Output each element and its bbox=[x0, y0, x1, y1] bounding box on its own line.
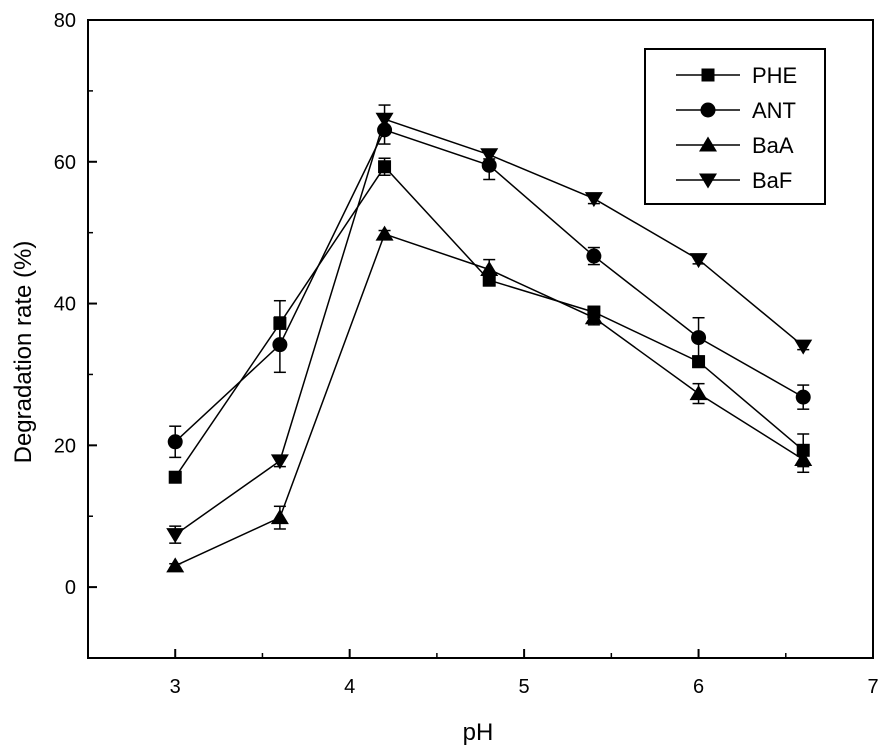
x-tick-label: 6 bbox=[693, 676, 704, 698]
data-point-baa bbox=[794, 451, 813, 467]
x-tick-label: 7 bbox=[867, 676, 878, 698]
data-point-phe bbox=[168, 470, 182, 484]
data-point-baa bbox=[480, 261, 499, 277]
data-point-ant bbox=[691, 330, 707, 346]
data-point-baf bbox=[270, 454, 289, 470]
y-tick-label: 0 bbox=[65, 577, 76, 599]
data-point-phe bbox=[378, 160, 392, 174]
x-tick-label: 5 bbox=[519, 676, 530, 698]
y-tick-label: 80 bbox=[54, 10, 76, 32]
data-point-ant bbox=[586, 248, 602, 264]
data-point-baf bbox=[375, 112, 394, 128]
data-point-baa bbox=[166, 557, 185, 573]
data-point-baf bbox=[584, 192, 603, 208]
x-tick-label: 4 bbox=[344, 676, 355, 698]
data-point-baa bbox=[375, 225, 394, 241]
y-tick-label: 40 bbox=[54, 294, 76, 316]
y-tick-label: 20 bbox=[54, 435, 76, 457]
data-point-ant bbox=[481, 157, 497, 173]
legend-marker-baf bbox=[699, 173, 717, 189]
x-axis-title: pH bbox=[463, 719, 494, 746]
data-point-ant bbox=[795, 389, 811, 405]
data-point-baf bbox=[689, 253, 708, 269]
data-point-baf bbox=[794, 339, 813, 355]
data-point-ant bbox=[272, 337, 288, 353]
y-tick-label: 60 bbox=[54, 152, 76, 174]
legend: PHE ANT BaA BaF bbox=[644, 48, 826, 205]
data-point-phe bbox=[692, 355, 706, 369]
legend-label-ant: ANT bbox=[752, 98, 796, 123]
plot-frame bbox=[87, 19, 874, 659]
legend-label-baa: BaA bbox=[752, 133, 794, 158]
legend-label-phe: PHE bbox=[752, 63, 797, 88]
data-point-baf bbox=[166, 528, 185, 544]
legend-marker-ant bbox=[700, 102, 716, 118]
data-point-baa bbox=[584, 309, 603, 325]
legend-marker-baa bbox=[699, 136, 717, 152]
y-axis-title: Degradation rate (%) bbox=[10, 241, 37, 464]
x-tick-label: 3 bbox=[170, 676, 181, 698]
series-line-phe bbox=[174, 165, 804, 478]
data-point-baa bbox=[270, 509, 289, 525]
data-point-ant bbox=[167, 434, 183, 450]
data-point-baa bbox=[689, 385, 708, 401]
data-point-baf bbox=[480, 148, 499, 164]
legend-label-baf: BaF bbox=[752, 168, 792, 193]
legend-marker-phe bbox=[701, 68, 715, 82]
